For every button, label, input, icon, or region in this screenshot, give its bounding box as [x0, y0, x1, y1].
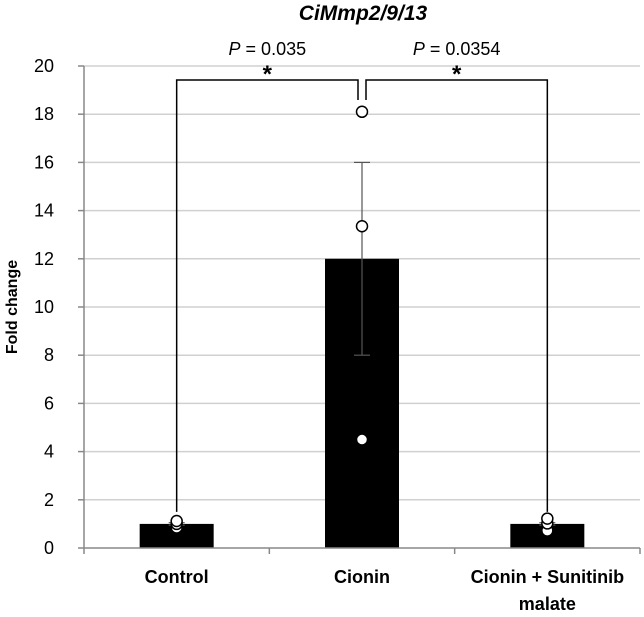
significance-star: *	[263, 61, 273, 88]
category-label: Cionin + Sunitinib	[471, 567, 624, 587]
y-tick-label: 4	[44, 442, 54, 462]
y-tick-label: 6	[44, 393, 54, 413]
significance-brackets: *P = 0.035*P = 0.0354	[175, 39, 549, 512]
y-tick-label: 12	[34, 249, 54, 269]
p-symbol: P	[413, 39, 425, 59]
y-axis-label: Fold change	[4, 260, 21, 354]
y-tick-label: 2	[44, 490, 54, 510]
category-label: malate	[519, 594, 576, 614]
chart-title: CiMmp2/9/13	[299, 2, 428, 25]
data-point	[541, 512, 554, 525]
y-tick-label: 0	[44, 538, 54, 558]
y-tick-label: 16	[34, 152, 54, 172]
bracket	[365, 79, 549, 512]
category-label: Control	[145, 567, 209, 587]
y-tick-label: 18	[34, 104, 54, 124]
data-point	[170, 514, 183, 528]
p-value-label: P = 0.0354	[413, 39, 501, 59]
y-tick-label: 8	[44, 345, 54, 365]
significance-star: *	[452, 61, 462, 88]
data-point	[355, 220, 369, 233]
data-points	[170, 105, 554, 537]
bracket	[175, 79, 359, 512]
p-value: = 0.0354	[425, 39, 501, 59]
p-symbol: P	[229, 39, 241, 59]
category-label: Cionin	[334, 567, 390, 587]
y-tick-label: 20	[34, 56, 54, 76]
y-tick-labels: 0 2 4 6 8 10 12 14 16 18 20	[34, 56, 54, 558]
data-point	[355, 433, 369, 446]
axes	[78, 65, 641, 554]
data-point	[355, 105, 369, 119]
p-value: = 0.035	[241, 39, 307, 59]
y-tick-label: 14	[34, 201, 54, 221]
p-value-label: P = 0.035	[229, 39, 307, 59]
category-labels: Control Cionin Cionin + Sunitinib malate	[145, 567, 624, 614]
y-tick-label: 10	[34, 297, 54, 317]
